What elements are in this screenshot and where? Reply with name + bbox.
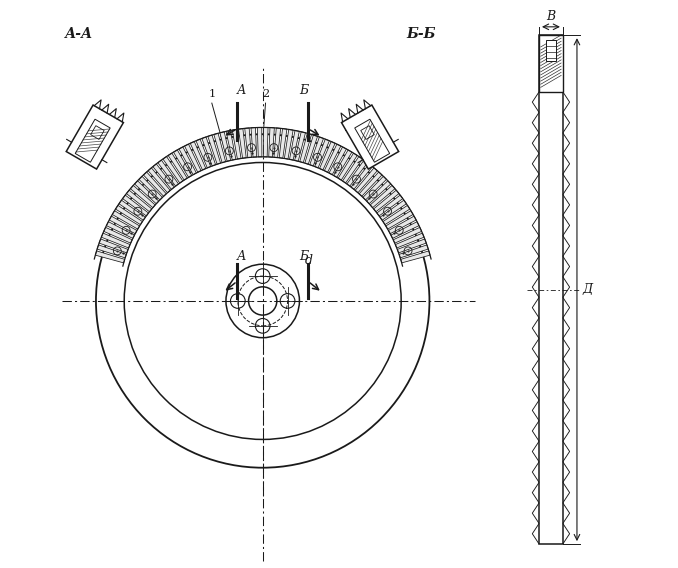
Polygon shape: [334, 150, 352, 177]
Text: А-А: А-А: [65, 27, 93, 41]
Polygon shape: [96, 251, 125, 263]
Polygon shape: [338, 153, 357, 180]
Polygon shape: [143, 172, 166, 197]
Polygon shape: [245, 128, 252, 157]
Polygon shape: [310, 137, 323, 166]
Polygon shape: [214, 133, 226, 162]
Polygon shape: [220, 132, 231, 161]
Polygon shape: [258, 127, 262, 157]
Polygon shape: [115, 206, 142, 224]
Polygon shape: [101, 233, 130, 248]
Polygon shape: [158, 160, 178, 186]
Polygon shape: [126, 190, 152, 212]
Polygon shape: [355, 168, 378, 193]
Polygon shape: [351, 164, 372, 189]
Polygon shape: [179, 147, 197, 175]
Polygon shape: [401, 251, 430, 263]
Polygon shape: [342, 157, 363, 183]
Polygon shape: [97, 245, 126, 258]
Polygon shape: [202, 137, 216, 166]
Polygon shape: [399, 245, 428, 258]
Polygon shape: [123, 195, 148, 216]
Text: 1: 1: [208, 90, 216, 99]
Polygon shape: [363, 176, 386, 200]
Text: 3: 3: [367, 125, 374, 135]
Polygon shape: [377, 195, 403, 216]
Polygon shape: [99, 239, 128, 253]
Text: В: В: [546, 10, 555, 23]
Polygon shape: [233, 130, 241, 159]
Bar: [539, 35, 563, 544]
Polygon shape: [397, 239, 426, 253]
Polygon shape: [324, 144, 341, 172]
Polygon shape: [284, 130, 293, 159]
Polygon shape: [153, 164, 174, 189]
Polygon shape: [274, 128, 281, 157]
Polygon shape: [109, 216, 137, 233]
Polygon shape: [319, 141, 335, 170]
Polygon shape: [163, 157, 183, 183]
Polygon shape: [208, 135, 220, 164]
Polygon shape: [139, 176, 163, 200]
Polygon shape: [315, 139, 330, 168]
Polygon shape: [347, 160, 367, 186]
Text: 2: 2: [262, 90, 269, 99]
Polygon shape: [104, 227, 132, 243]
Polygon shape: [355, 119, 390, 162]
Text: Б: Б: [299, 250, 308, 263]
Polygon shape: [370, 185, 395, 208]
Text: А: А: [237, 85, 247, 98]
Polygon shape: [290, 131, 299, 160]
Polygon shape: [329, 147, 346, 175]
Polygon shape: [106, 222, 134, 239]
Polygon shape: [134, 181, 159, 204]
Polygon shape: [367, 181, 391, 204]
Polygon shape: [239, 128, 246, 158]
Text: Б-Б: Б-Б: [407, 27, 437, 41]
Polygon shape: [66, 105, 123, 169]
Polygon shape: [174, 150, 192, 177]
Polygon shape: [268, 128, 275, 157]
Polygon shape: [148, 168, 170, 193]
Polygon shape: [391, 222, 419, 239]
Polygon shape: [359, 172, 382, 197]
Polygon shape: [168, 153, 187, 180]
Polygon shape: [383, 206, 410, 224]
Polygon shape: [191, 141, 206, 170]
Polygon shape: [119, 200, 145, 220]
Polygon shape: [300, 133, 312, 162]
Polygon shape: [130, 185, 155, 208]
Bar: [546, 40, 557, 61]
Polygon shape: [226, 131, 236, 160]
Polygon shape: [374, 190, 399, 212]
Polygon shape: [386, 211, 413, 229]
Text: d: d: [305, 254, 313, 267]
Text: Д: Д: [582, 283, 593, 296]
Polygon shape: [196, 139, 211, 168]
Polygon shape: [395, 233, 424, 248]
Polygon shape: [113, 211, 140, 229]
Polygon shape: [264, 127, 268, 157]
Polygon shape: [184, 144, 201, 172]
Bar: [539, 35, 563, 92]
Text: А: А: [237, 250, 247, 263]
Polygon shape: [380, 200, 406, 220]
Polygon shape: [388, 216, 416, 233]
Polygon shape: [342, 105, 399, 169]
Polygon shape: [305, 135, 317, 164]
Polygon shape: [75, 119, 111, 162]
Polygon shape: [295, 132, 306, 161]
Text: Б: Б: [299, 85, 308, 98]
Polygon shape: [393, 227, 422, 243]
Polygon shape: [251, 128, 257, 157]
Polygon shape: [279, 128, 287, 158]
